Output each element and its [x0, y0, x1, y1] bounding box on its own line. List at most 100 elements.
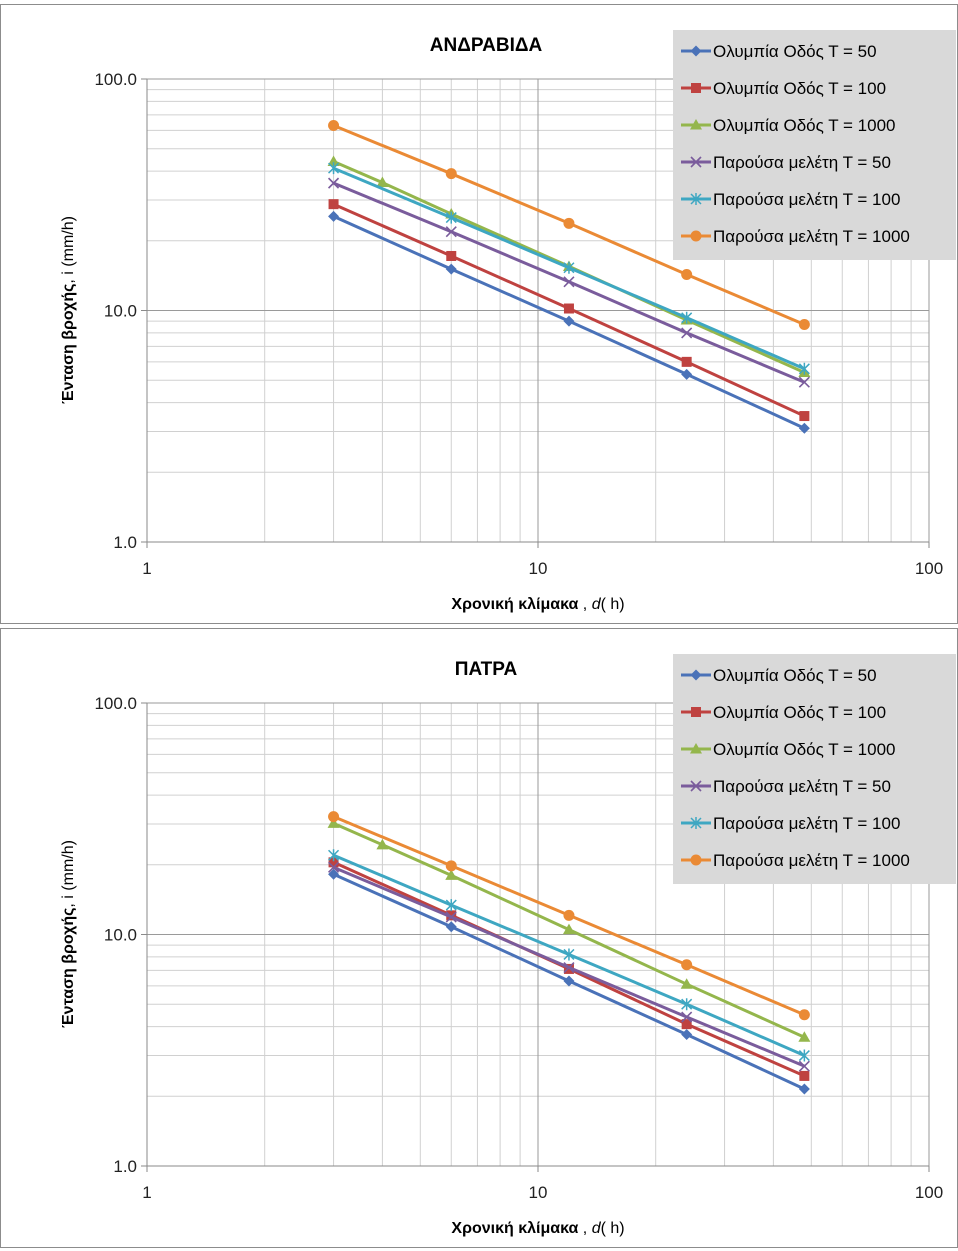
legend-item: Παρούσα μελέτη Τ = 50	[681, 777, 891, 796]
legend-marker	[691, 83, 701, 93]
data-point	[799, 1070, 810, 1081]
data-point	[681, 998, 693, 1011]
data-point	[562, 923, 575, 935]
series-ολυμπία-οδός-τ-50	[328, 868, 810, 1095]
legend-label: Παρούσα μελέτη Τ = 1000	[713, 851, 910, 870]
legend-marker	[690, 45, 702, 57]
data-point	[328, 857, 339, 868]
x-tick-label: 1	[142, 559, 151, 578]
x-axis-label: Χρονική κλίμακα , d( h)	[451, 596, 624, 613]
data-point	[681, 269, 693, 281]
legend-label: Ολυμπία Οδός Τ = 100	[713, 703, 886, 722]
data-point	[327, 155, 340, 167]
data-point	[445, 911, 457, 923]
data-point	[327, 817, 340, 828]
data-point	[799, 411, 810, 422]
data-point	[798, 319, 810, 331]
gridlines	[146, 702, 930, 1167]
legend-marker	[690, 669, 702, 681]
legend-label: Ολυμπία Οδός Τ = 50	[713, 666, 877, 685]
legend-background	[673, 654, 956, 884]
data-point	[445, 168, 457, 180]
data-point	[798, 376, 810, 388]
chart-title: ΑΝΔΡΑΒΙΔΑ	[430, 35, 543, 56]
x-axis-label-sep: ,	[578, 596, 591, 613]
data-point	[798, 1009, 810, 1021]
legend-label: Ολυμπία Οδός Τ = 100	[713, 79, 886, 98]
legend-item: Ολυμπία Οδός Τ = 50	[681, 666, 877, 685]
data-point	[446, 250, 457, 261]
y-tick-label: 100.0	[94, 694, 137, 713]
legend-marker	[690, 780, 702, 792]
y-tick-label: 1.0	[113, 533, 137, 552]
y-axis-label-rest: , i (mm/h)	[60, 216, 77, 284]
legend: Ολυμπία Οδός Τ = 50 Ολυμπία Οδός Τ = 100 Ο…	[673, 654, 956, 884]
legend-marker	[691, 707, 701, 717]
x-tick-label: 10	[529, 1183, 548, 1202]
data-point	[563, 315, 575, 327]
legend-marker	[690, 156, 702, 168]
data-point	[445, 921, 457, 933]
legend-label: Παρούσα μελέτη Τ = 100	[713, 814, 900, 833]
x-axis-label: Χρονική κλίμακα , d( h)	[451, 1220, 624, 1237]
x-axis-label-var: d	[592, 596, 602, 613]
x-axis-label-sep: ,	[578, 1220, 591, 1237]
legend-marker	[690, 817, 702, 829]
x-axis-label-bold: Χρονική κλίμακα	[451, 596, 578, 613]
data-point	[376, 176, 389, 188]
data-point	[563, 261, 575, 274]
legend-item: Παρούσα μελέτη Τ = 1000	[681, 851, 910, 870]
y-tick-label: 100.0	[94, 70, 137, 89]
legend-label: Ολυμπία Οδός Τ = 50	[713, 42, 877, 61]
data-point	[376, 838, 389, 850]
data-point	[563, 975, 575, 987]
y-axis-label-bold: Ένταση βροχής	[60, 908, 77, 1028]
legend-item: Ολυμπία Οδός Τ = 1000	[681, 116, 895, 135]
data-point	[445, 860, 457, 872]
series-ολυμπία-οδός-τ-100	[328, 199, 810, 422]
legend-marker	[690, 193, 702, 205]
series-παρούσα-μελέτη-τ-100	[328, 849, 810, 1062]
legend-label: Παρούσα μελέτη Τ = 50	[713, 153, 891, 172]
data-point	[563, 961, 575, 974]
data-point	[445, 869, 458, 880]
data-point	[798, 1060, 810, 1072]
data-point	[681, 368, 693, 380]
data-point	[445, 211, 457, 224]
y-tick-label: 1.0	[113, 1157, 137, 1176]
x-axis-label-unit: ( h)	[601, 596, 625, 613]
y-tick-label: 10.0	[104, 926, 137, 945]
data-point	[563, 909, 575, 921]
data-point	[563, 217, 575, 229]
data-point	[680, 978, 693, 989]
legend-marker	[690, 854, 702, 866]
y-tick-label: 10.0	[104, 302, 137, 321]
data-point	[681, 1028, 693, 1040]
data-point	[681, 1019, 692, 1030]
chart-panel-patra: 1.0 10.0 100.0 1 10 100 ΠΑΤΡΑ Χρονική κλίμακα ,…	[0, 628, 958, 1248]
data-point	[328, 119, 340, 131]
legend-item: Ολυμπία Οδός Τ = 100	[681, 703, 886, 722]
chart-patra: 1.0 10.0 100.0 1 10 100 ΠΑΤΡΑ Χρονική κλίμακα ,…	[60, 654, 956, 1237]
series-παρούσα-μελέτη-τ-50	[327, 177, 810, 388]
legend-marker	[690, 119, 702, 130]
chart-andravida: 1.0 10.0 100.0 1 10 100 ΑΝΔΡΑΒΙΔΑ Χρονική κλίμα…	[60, 30, 956, 613]
series-παρούσα-μελέτη-τ-100	[328, 162, 810, 375]
data-point	[798, 362, 810, 375]
data-point	[798, 1049, 810, 1062]
legend-label: Παρούσα μελέτη Τ = 100	[713, 190, 900, 209]
legend-item: Παρούσα μελέτη Τ = 1000	[681, 227, 910, 246]
data-point	[681, 327, 693, 339]
legend-label: Παρούσα μελέτη Τ = 1000	[713, 227, 910, 246]
data-point	[328, 162, 340, 175]
legend-item: Παρούσα μελέτη Τ = 100	[681, 190, 900, 209]
data-point	[798, 1083, 810, 1095]
data-point	[445, 263, 457, 275]
data-point	[681, 959, 693, 971]
series-line	[333, 160, 806, 374]
legend-item: Ολυμπία Οδός Τ = 50	[681, 42, 877, 61]
y-axis-label-bold: Ένταση βροχής	[60, 284, 77, 404]
x-tick-label: 100	[915, 1183, 943, 1202]
legend-marker	[690, 230, 702, 242]
legend-label: Ολυμπία Οδός Τ = 1000	[713, 740, 895, 759]
